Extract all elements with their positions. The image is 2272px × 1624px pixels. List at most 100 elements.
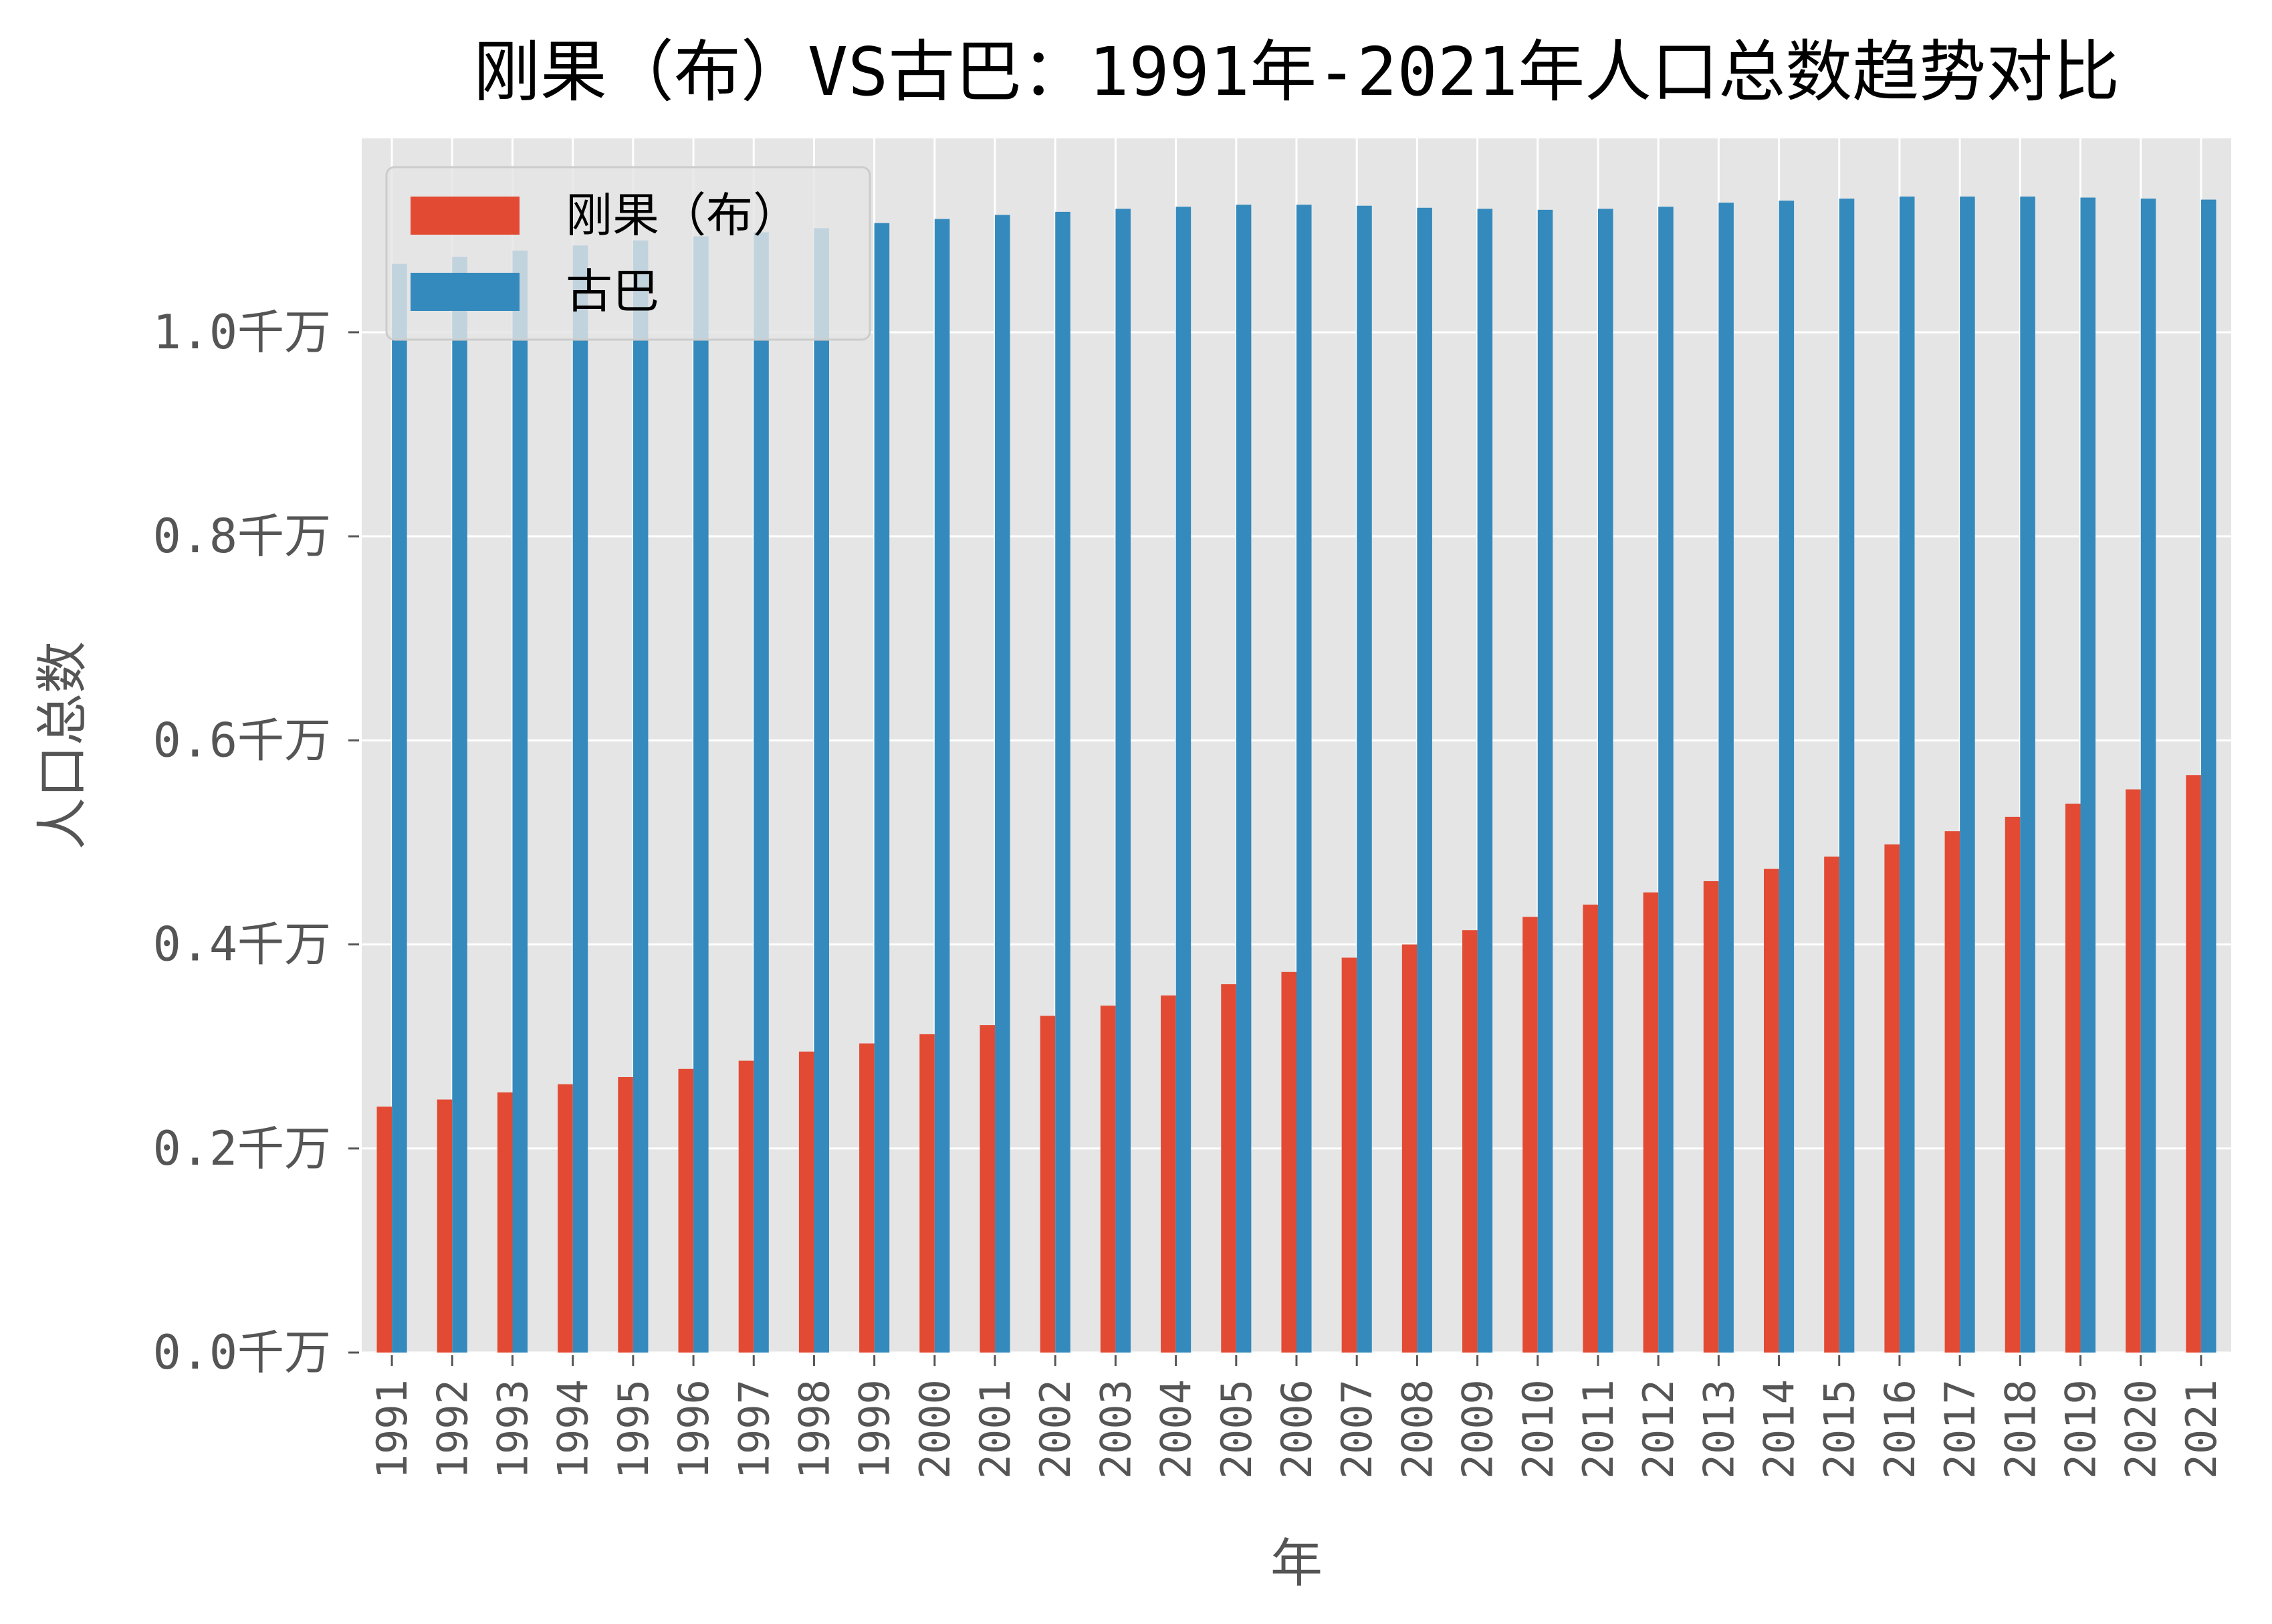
x-tick-label: 1997 [729,1379,778,1479]
y-axis: 0.0千万 0.2千万 0.4千万 0.6千万 0.8千万 1.0千万 [153,305,359,1380]
bar-congo [1221,984,1236,1353]
bar-congo [1583,905,1598,1353]
bar-congo [1341,957,1357,1353]
bar-cuba [1537,209,1553,1353]
bar-cuba [2140,199,2156,1353]
x-tick-label: 2015 [1815,1379,1864,1479]
legend: 刚果（布） 古巴 [385,166,871,341]
bar-cuba [633,240,649,1353]
x-tick-label: 1993 [488,1379,537,1479]
x-tick-label: 1994 [549,1379,598,1479]
x-tick-label: 2005 [1212,1379,1261,1479]
y-tick-label: 0.0千万 [153,1325,331,1380]
bar-cuba [1960,196,1975,1353]
bar-congo [2005,816,2021,1353]
bar-cuba [572,245,588,1353]
x-tick-label: 1998 [790,1379,838,1479]
bar-congo [1764,868,1779,1353]
bar-cuba [2200,199,2217,1353]
bar-cuba [512,250,528,1353]
x-tick-label: 2004 [1152,1379,1201,1479]
bar-cuba [1417,207,1432,1353]
x-axis-label: 年 [1270,1534,1323,1594]
bar-congo [1161,995,1176,1353]
bar-congo [1522,917,1538,1353]
x-tick-label: 1995 [609,1379,658,1479]
bar-cuba [814,228,829,1353]
x-tick-label: 2017 [1936,1379,1984,1479]
bar-cuba [934,219,950,1353]
x-tick-label: 2018 [1996,1379,2045,1479]
bar-congo [1643,892,1659,1353]
bar-cuba [1296,205,1312,1353]
bar-cuba [693,236,709,1353]
bar-congo [618,1076,633,1353]
y-tick-label: 0.2千万 [153,1121,331,1176]
bar-cuba [995,215,1010,1353]
x-tick-label: 2021 [2177,1379,2226,1479]
x-tick-label: 2001 [971,1379,1020,1479]
bar-congo [1824,856,1839,1353]
bar-congo [1040,1016,1056,1353]
x-tick-label: 1992 [428,1379,477,1479]
bar-cuba [1597,209,1613,1353]
bar-cuba [1839,199,1855,1353]
x-tick-label: 2008 [1393,1379,1442,1479]
bar-congo [558,1084,573,1353]
bar-congo [859,1043,875,1353]
x-tick-label: 2002 [1031,1379,1080,1479]
bar-cuba [2020,196,2035,1353]
bar-cuba [1357,205,1372,1353]
bar-cuba [754,232,769,1353]
x-tick-label: 2010 [1514,1379,1563,1479]
y-tick-label: 0.4千万 [153,917,331,972]
x-tick-label: 2000 [911,1379,959,1479]
bar-cuba [392,263,407,1353]
x-tick-label: 2016 [1876,1379,1924,1479]
y-tick-label: 0.8千万 [153,509,331,564]
bar-congo [980,1025,996,1353]
x-tick-label: 1996 [669,1379,718,1479]
bar-cuba [1175,207,1191,1353]
bar-congo [437,1099,453,1353]
x-tick-label: 1991 [368,1379,417,1479]
bar-congo [2186,775,2201,1353]
bar-cuba [1718,203,1734,1353]
y-axis-label: 人口总数 [33,641,93,850]
legend-label-congo: 刚果（布） [566,188,800,243]
bar-cuba [1477,209,1493,1353]
bars [376,196,2217,1353]
bar-congo [1884,844,1900,1353]
bar-congo [2126,789,2141,1353]
bar-congo [798,1051,814,1353]
x-tick-label: 2019 [2057,1379,2106,1479]
bar-congo [1100,1006,1116,1353]
y-tick-label: 1.0千万 [153,305,331,360]
legend-swatch-congo [411,197,520,235]
legend-swatch-cuba [411,273,520,311]
bar-congo [678,1068,694,1353]
x-tick-label: 2009 [1454,1379,1502,1479]
bar-cuba [1055,211,1070,1353]
bar-congo [1462,930,1478,1353]
bar-congo [1401,944,1417,1353]
x-tick-label: 2020 [2117,1379,2166,1479]
bar-congo [1703,881,1719,1353]
bar-cuba [452,257,467,1353]
bar-cuba [2080,197,2096,1353]
bar-congo [497,1092,513,1353]
bar-cuba [1658,207,1674,1353]
bar-congo [1281,971,1296,1353]
x-axis: 1991 1992 1993 1994 1995 1996 1997 1998 1999 2000… [368,1355,2226,1479]
bar-cuba [1236,205,1252,1353]
bar-cuba [1779,201,1795,1353]
x-tick-label: 2003 [1091,1379,1140,1479]
bar-cuba [1899,196,1915,1353]
x-tick-label: 2012 [1634,1379,1683,1479]
bar-cuba [874,223,890,1353]
x-tick-label: 2006 [1272,1379,1321,1479]
y-tick-label: 0.6千万 [153,713,331,768]
legend-label-cuba: 古巴 [566,264,659,319]
bar-cuba [1115,209,1131,1353]
